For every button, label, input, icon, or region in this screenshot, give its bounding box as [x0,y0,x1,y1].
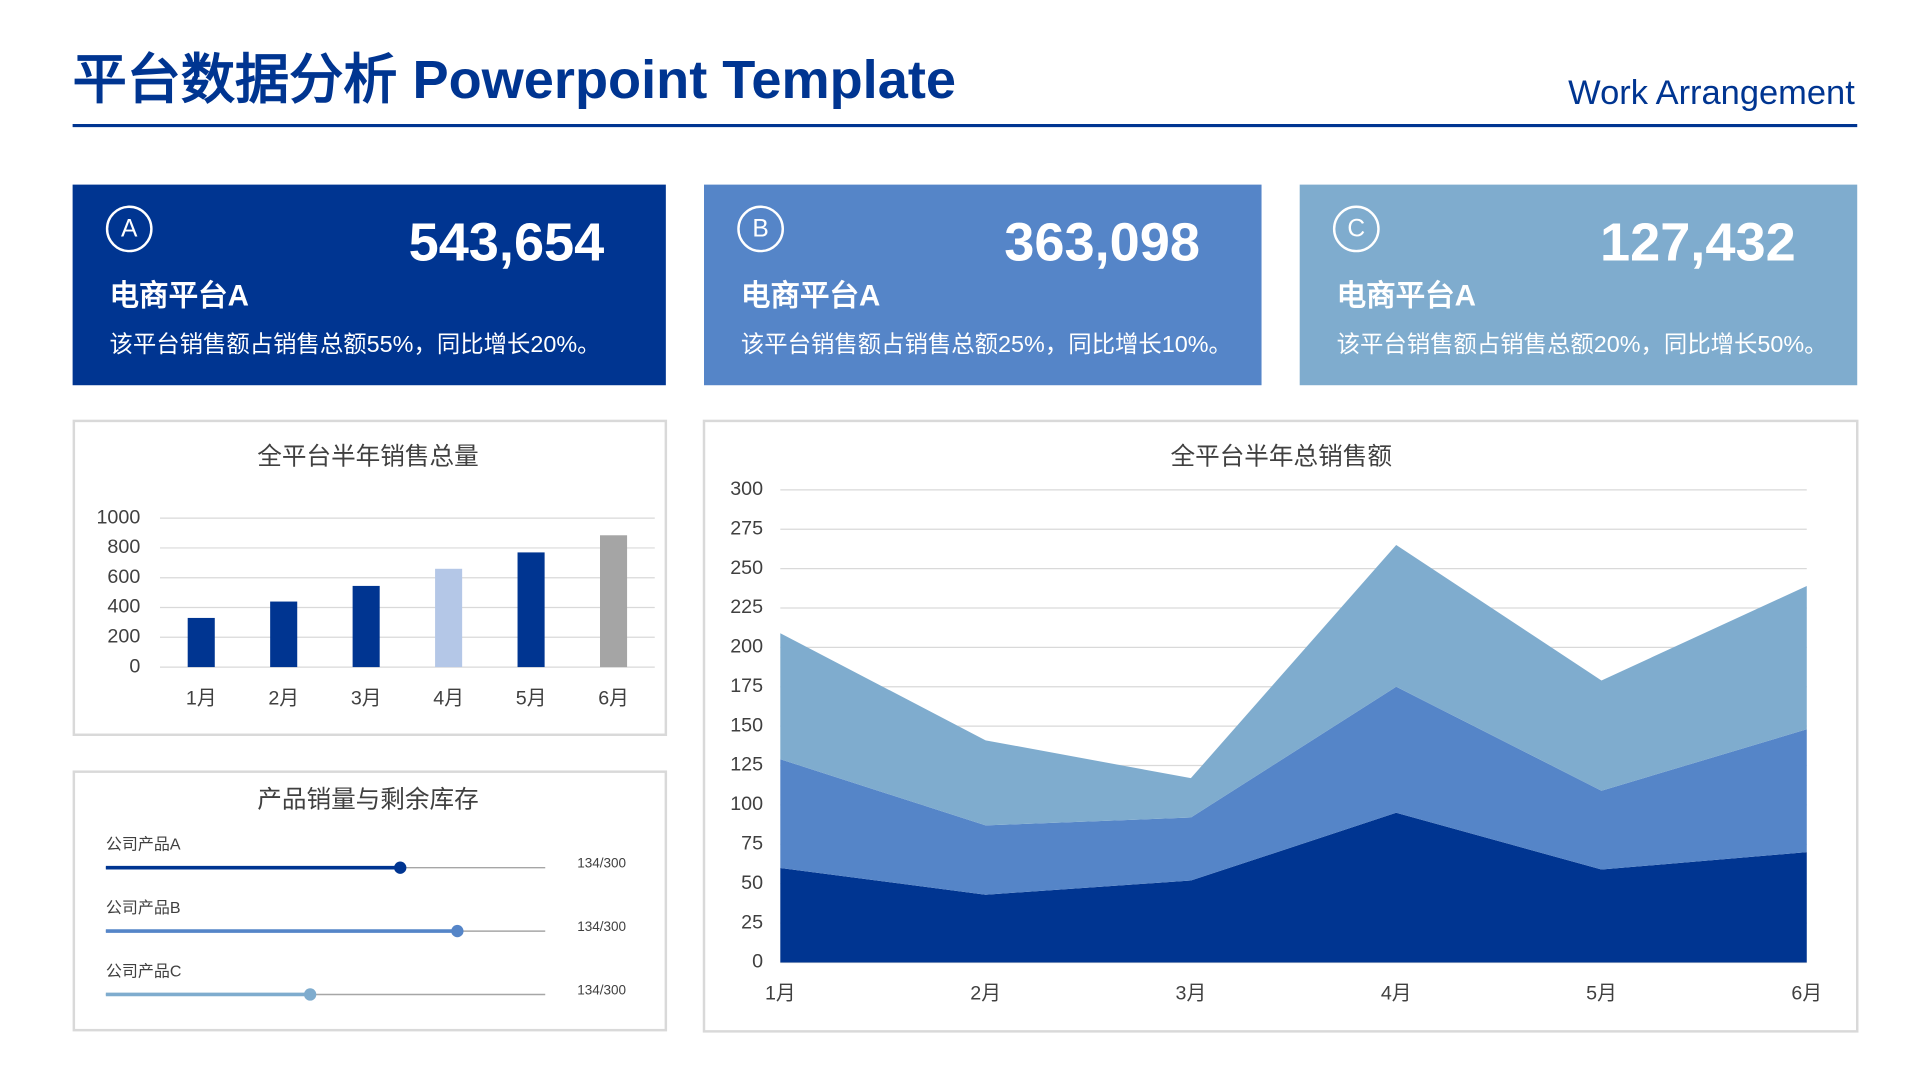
y-tick-label: 250 [730,557,763,579]
x-tick-label: 4月 [433,687,464,709]
chart-title: 产品销量与剩余库存 [257,786,478,814]
slider-knob [451,924,464,938]
y-tick-label: 800 [107,536,140,558]
x-tick-label: 5月 [516,687,547,709]
y-tick-label: 1000 [96,506,140,528]
slider-value: 134/300 [577,982,626,997]
x-tick-label: 1月 [186,687,217,709]
card-desc: 该平台销售额占销售总额20%，同比增长50%。 [1337,331,1828,357]
card-letter: A [121,216,138,243]
slider-knob [394,861,407,874]
chart-title: 全平台半年总销售额 [1170,442,1391,470]
chart-title: 全平台半年销售总量 [257,442,478,470]
slider-label: 公司产品C [106,963,182,981]
y-tick-label: 125 [730,754,763,776]
card-value: 543,654 [409,212,605,272]
card-value: 363,098 [1004,212,1200,272]
card-value: 127,432 [1600,212,1796,272]
bar [435,568,463,668]
y-tick-label: 25 [741,911,763,933]
page-title: 平台数据分析 Powerpoint Template [73,50,956,110]
x-tick-label: 3月 [351,687,382,709]
y-tick-label: 200 [730,636,763,658]
area [780,686,1807,895]
slider-knob [304,988,317,1001]
slider-label: 公司产品A [106,836,181,854]
y-tick-label: 275 [730,517,763,539]
bar [187,617,215,668]
bar [600,535,628,668]
bar [517,552,545,668]
y-tick-label: 175 [730,675,763,697]
card-letter: C [1347,216,1365,243]
y-tick-label: 75 [741,833,763,855]
card-desc: 该平台销售额占销售总额25%，同比增长10%。 [741,331,1232,357]
x-tick-label: 6月 [1791,983,1822,1005]
y-tick-label: 0 [752,951,763,973]
card [1299,184,1858,386]
x-tick-label: 4月 [1381,983,1412,1005]
card [72,184,666,386]
card-badge [1332,205,1380,253]
y-tick-label: 600 [107,566,140,588]
slider-value: 134/300 [577,919,626,934]
bar [352,585,380,668]
card-name: 电商平台A [110,279,249,313]
panel [72,770,668,1032]
area [780,812,1807,963]
bar [270,601,298,668]
x-tick-label: 6月 [598,687,629,709]
card-badge [737,205,784,253]
y-tick-label: 50 [741,872,763,894]
x-tick-label: 1月 [765,983,796,1005]
card-name: 电商平台A [741,279,880,313]
x-tick-label: 2月 [268,687,299,709]
y-tick-label: 100 [730,793,763,815]
y-tick-label: 150 [730,714,763,736]
page-subtitle: Work Arrangement [1568,74,1855,112]
card-name: 电商平台A [1337,279,1476,313]
x-tick-label: 3月 [1176,983,1207,1005]
y-tick-label: 0 [129,655,140,677]
x-tick-label: 2月 [970,983,1001,1005]
x-tick-label: 5月 [1586,983,1617,1005]
card [704,184,1262,386]
card-desc: 该平台销售额占销售总额55%，同比增长20%。 [110,331,601,357]
slider-value: 134/300 [577,856,626,871]
y-tick-label: 200 [107,625,140,647]
card-letter: B [752,216,768,243]
y-tick-label: 225 [730,596,763,618]
area [780,544,1807,826]
y-tick-label: 400 [107,596,140,618]
y-tick-label: 300 [730,478,763,500]
card-badge [105,205,153,253]
slider-label: 公司产品B [106,899,181,917]
